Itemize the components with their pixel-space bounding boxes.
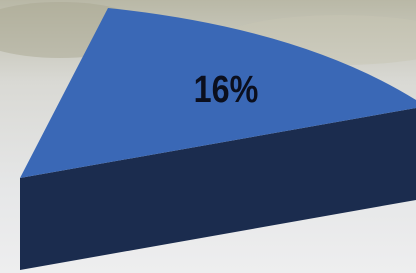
data-label: 16%: [194, 69, 259, 111]
chart: 16%: [0, 0, 416, 273]
page: {"chart_data": {"type": "pie", "values":…: [0, 0, 416, 273]
